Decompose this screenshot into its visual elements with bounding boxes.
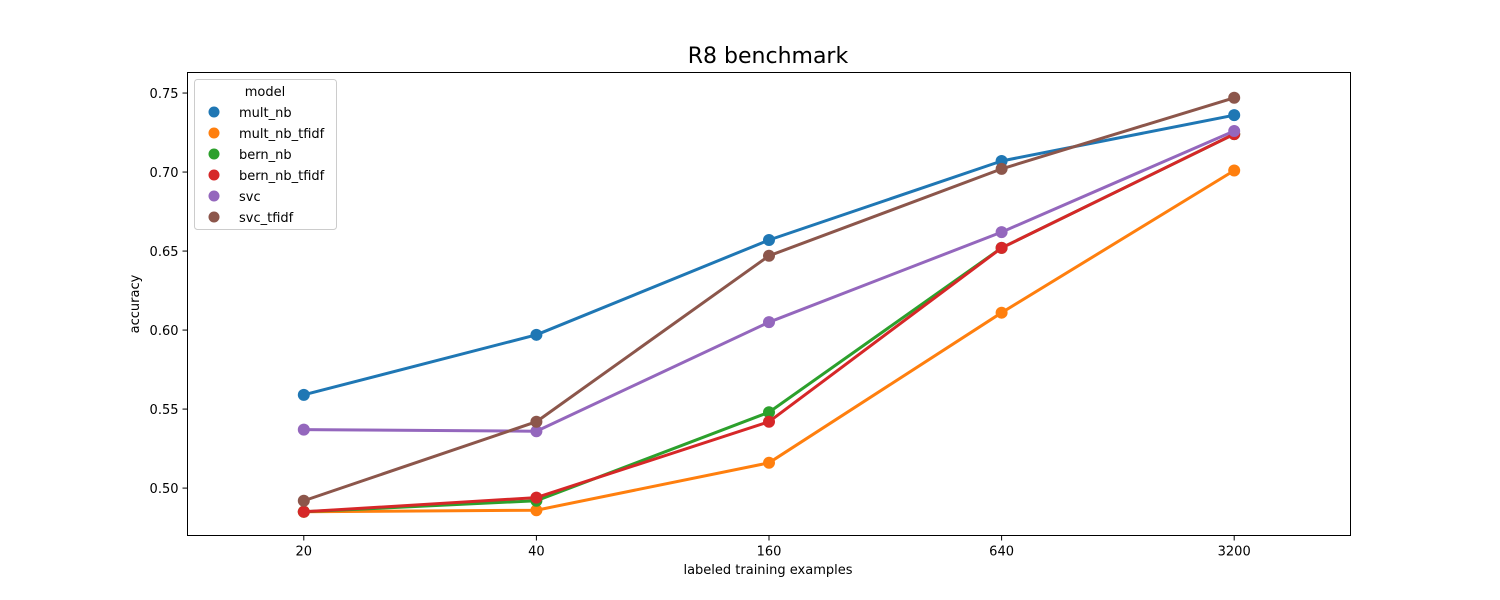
series-mult_nb_tfidf [297, 164, 1241, 518]
legend-item: svc [208, 190, 261, 205]
legend-box [194, 79, 337, 230]
x-tick-label: 160 [757, 545, 782, 560]
y-tick-label: 0.75 [150, 87, 179, 102]
series-layer [297, 91, 1241, 518]
legend-marker [208, 211, 220, 223]
x-tick-label: 20 [296, 545, 313, 560]
legend-title: model [245, 85, 285, 100]
y-axis: 0.50 0.55 0.60 0.65 0.70 0.75 [150, 87, 188, 497]
legend-label: bern_nb_tfidf [239, 169, 325, 184]
data-point [297, 423, 310, 436]
y-tick-label: 0.60 [150, 324, 179, 339]
legend-marker [208, 127, 220, 139]
data-point [763, 249, 775, 262]
series-line [302, 129, 1236, 433]
y-tick-label: 0.70 [150, 166, 179, 181]
data-point [763, 316, 775, 329]
legend-items: mult_nb mult_nb_tfidf bern_nb bern_nb_tfidf… [208, 106, 325, 226]
legend-marker [208, 148, 220, 160]
series-svc [297, 124, 1241, 438]
legend-item: bern_nb_tfidf [208, 169, 325, 184]
y-axis-label: accuracy [128, 274, 143, 333]
legend-marker [208, 106, 220, 118]
data-point [1228, 124, 1241, 137]
data-point [763, 415, 775, 428]
y-tick-label: 0.50 [150, 482, 179, 497]
data-point [763, 456, 775, 469]
data-point [530, 504, 543, 517]
legend-item: svc_tfidf [208, 211, 294, 226]
data-point [1228, 91, 1241, 104]
series-line [302, 96, 1236, 503]
legend-label: bern_nb [239, 148, 292, 163]
legend-marker [208, 169, 220, 181]
y-tick-label: 0.65 [150, 245, 179, 260]
data-point [530, 491, 543, 504]
data-point [297, 505, 310, 518]
legend-item: mult_nb [208, 106, 292, 121]
x-axis: 20 40 160 640 3200 [296, 535, 1251, 560]
data-point [763, 234, 775, 247]
data-point [995, 306, 1008, 319]
x-axis-label: labeled training examples [683, 563, 852, 578]
legend-label: mult_nb_tfidf [239, 127, 325, 142]
data-point [530, 328, 543, 341]
data-point [995, 226, 1008, 239]
legend-item: bern_nb [208, 148, 292, 163]
series-svc_tfidf [297, 91, 1241, 507]
data-point [763, 406, 775, 419]
data-point [297, 494, 310, 507]
legend-label: svc [239, 190, 261, 205]
legend-marker [208, 190, 220, 202]
chart-title: R8 benchmark [688, 44, 849, 69]
data-point [297, 388, 310, 401]
x-tick-label: 640 [989, 545, 1014, 560]
data-point [995, 241, 1008, 254]
series-bern_nb_tfidf [297, 128, 1241, 518]
legend-label: svc_tfidf [239, 211, 294, 226]
legend-item: mult_nb_tfidf [208, 127, 325, 142]
data-point [530, 425, 543, 438]
data-point [1228, 109, 1241, 122]
y-tick-label: 0.55 [150, 403, 179, 418]
x-tick-label: 40 [528, 545, 545, 560]
data-point [1228, 164, 1241, 177]
data-point [995, 162, 1008, 175]
data-point [530, 415, 543, 428]
legend-label: mult_nb [239, 106, 292, 121]
x-tick-label: 3200 [1218, 545, 1251, 560]
legend: model mult_nb mult_nb_tfidf bern_nb bern_nb… [194, 79, 337, 230]
